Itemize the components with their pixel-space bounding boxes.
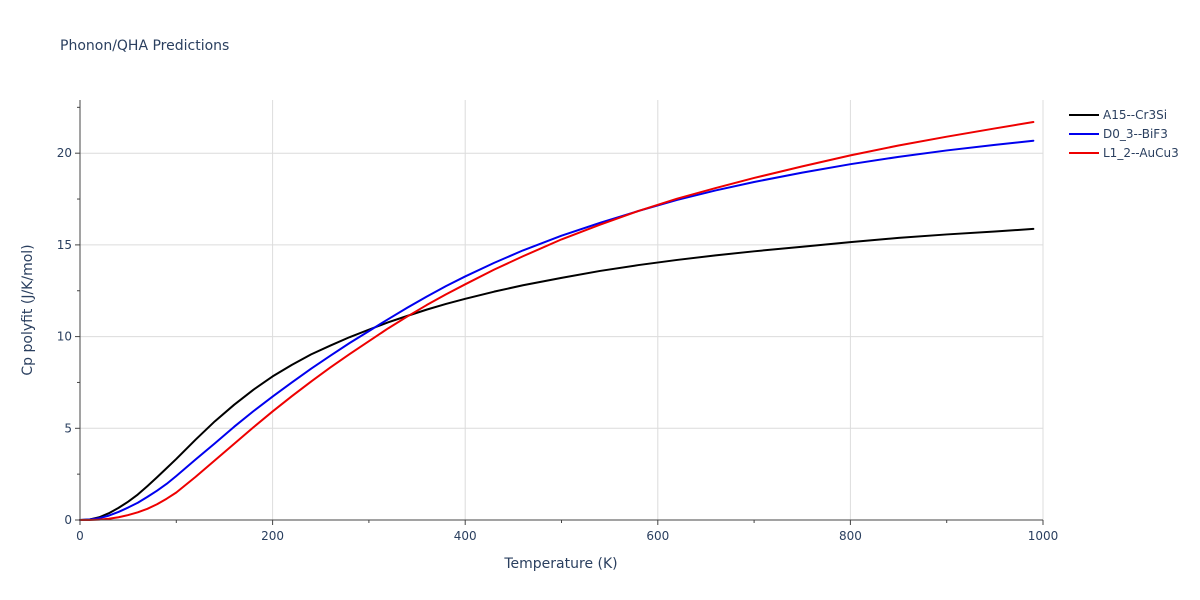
y-tick-label: 15 (57, 238, 72, 252)
x-tick-label: 800 (839, 529, 862, 543)
series-line-L1_2--AuCu3[interactable] (79, 121, 1035, 521)
x-axis-title: Temperature (K) (503, 556, 617, 572)
x-tick-label: 200 (261, 529, 284, 543)
x-tick-label: 400 (454, 529, 477, 543)
legend-item[interactable]: L1_2--AuCu3 (1069, 146, 1179, 160)
chart-title: Phonon/QHA Predictions (60, 38, 229, 54)
y-gridlines (80, 152, 1043, 429)
x-tick-label: 600 (646, 529, 669, 543)
series-lines (79, 121, 1035, 521)
y-axis-title: Cp polyfit (J/K/mol) (20, 244, 36, 375)
legend[interactable]: A15--Cr3Si D0_3--BiF3 L1_2--AuCu3 (1069, 108, 1179, 160)
x-tick-label: 1000 (1028, 529, 1059, 543)
x-gridlines (272, 100, 1044, 520)
series-line-D0_3--BiF3[interactable] (79, 139, 1035, 521)
y-tick-label: 0 (64, 513, 72, 527)
legend-label: A15--Cr3Si (1103, 108, 1167, 122)
y-tick-label: 10 (57, 330, 72, 344)
legend-item[interactable]: A15--Cr3Si (1069, 108, 1167, 122)
x-tick-label: 0 (76, 529, 84, 543)
y-tick-label: 20 (57, 146, 72, 160)
legend-label: L1_2--AuCu3 (1103, 146, 1179, 160)
y-axis-ticks: 0 5 10 15 20 (57, 106, 80, 527)
series-line-A15--Cr3Si[interactable] (79, 227, 1035, 521)
y-tick-label: 5 (64, 421, 72, 435)
x-axis-ticks: 0 200 400 600 800 1000 (76, 520, 1058, 543)
legend-item[interactable]: D0_3--BiF3 (1069, 127, 1168, 141)
legend-label: D0_3--BiF3 (1103, 127, 1168, 141)
